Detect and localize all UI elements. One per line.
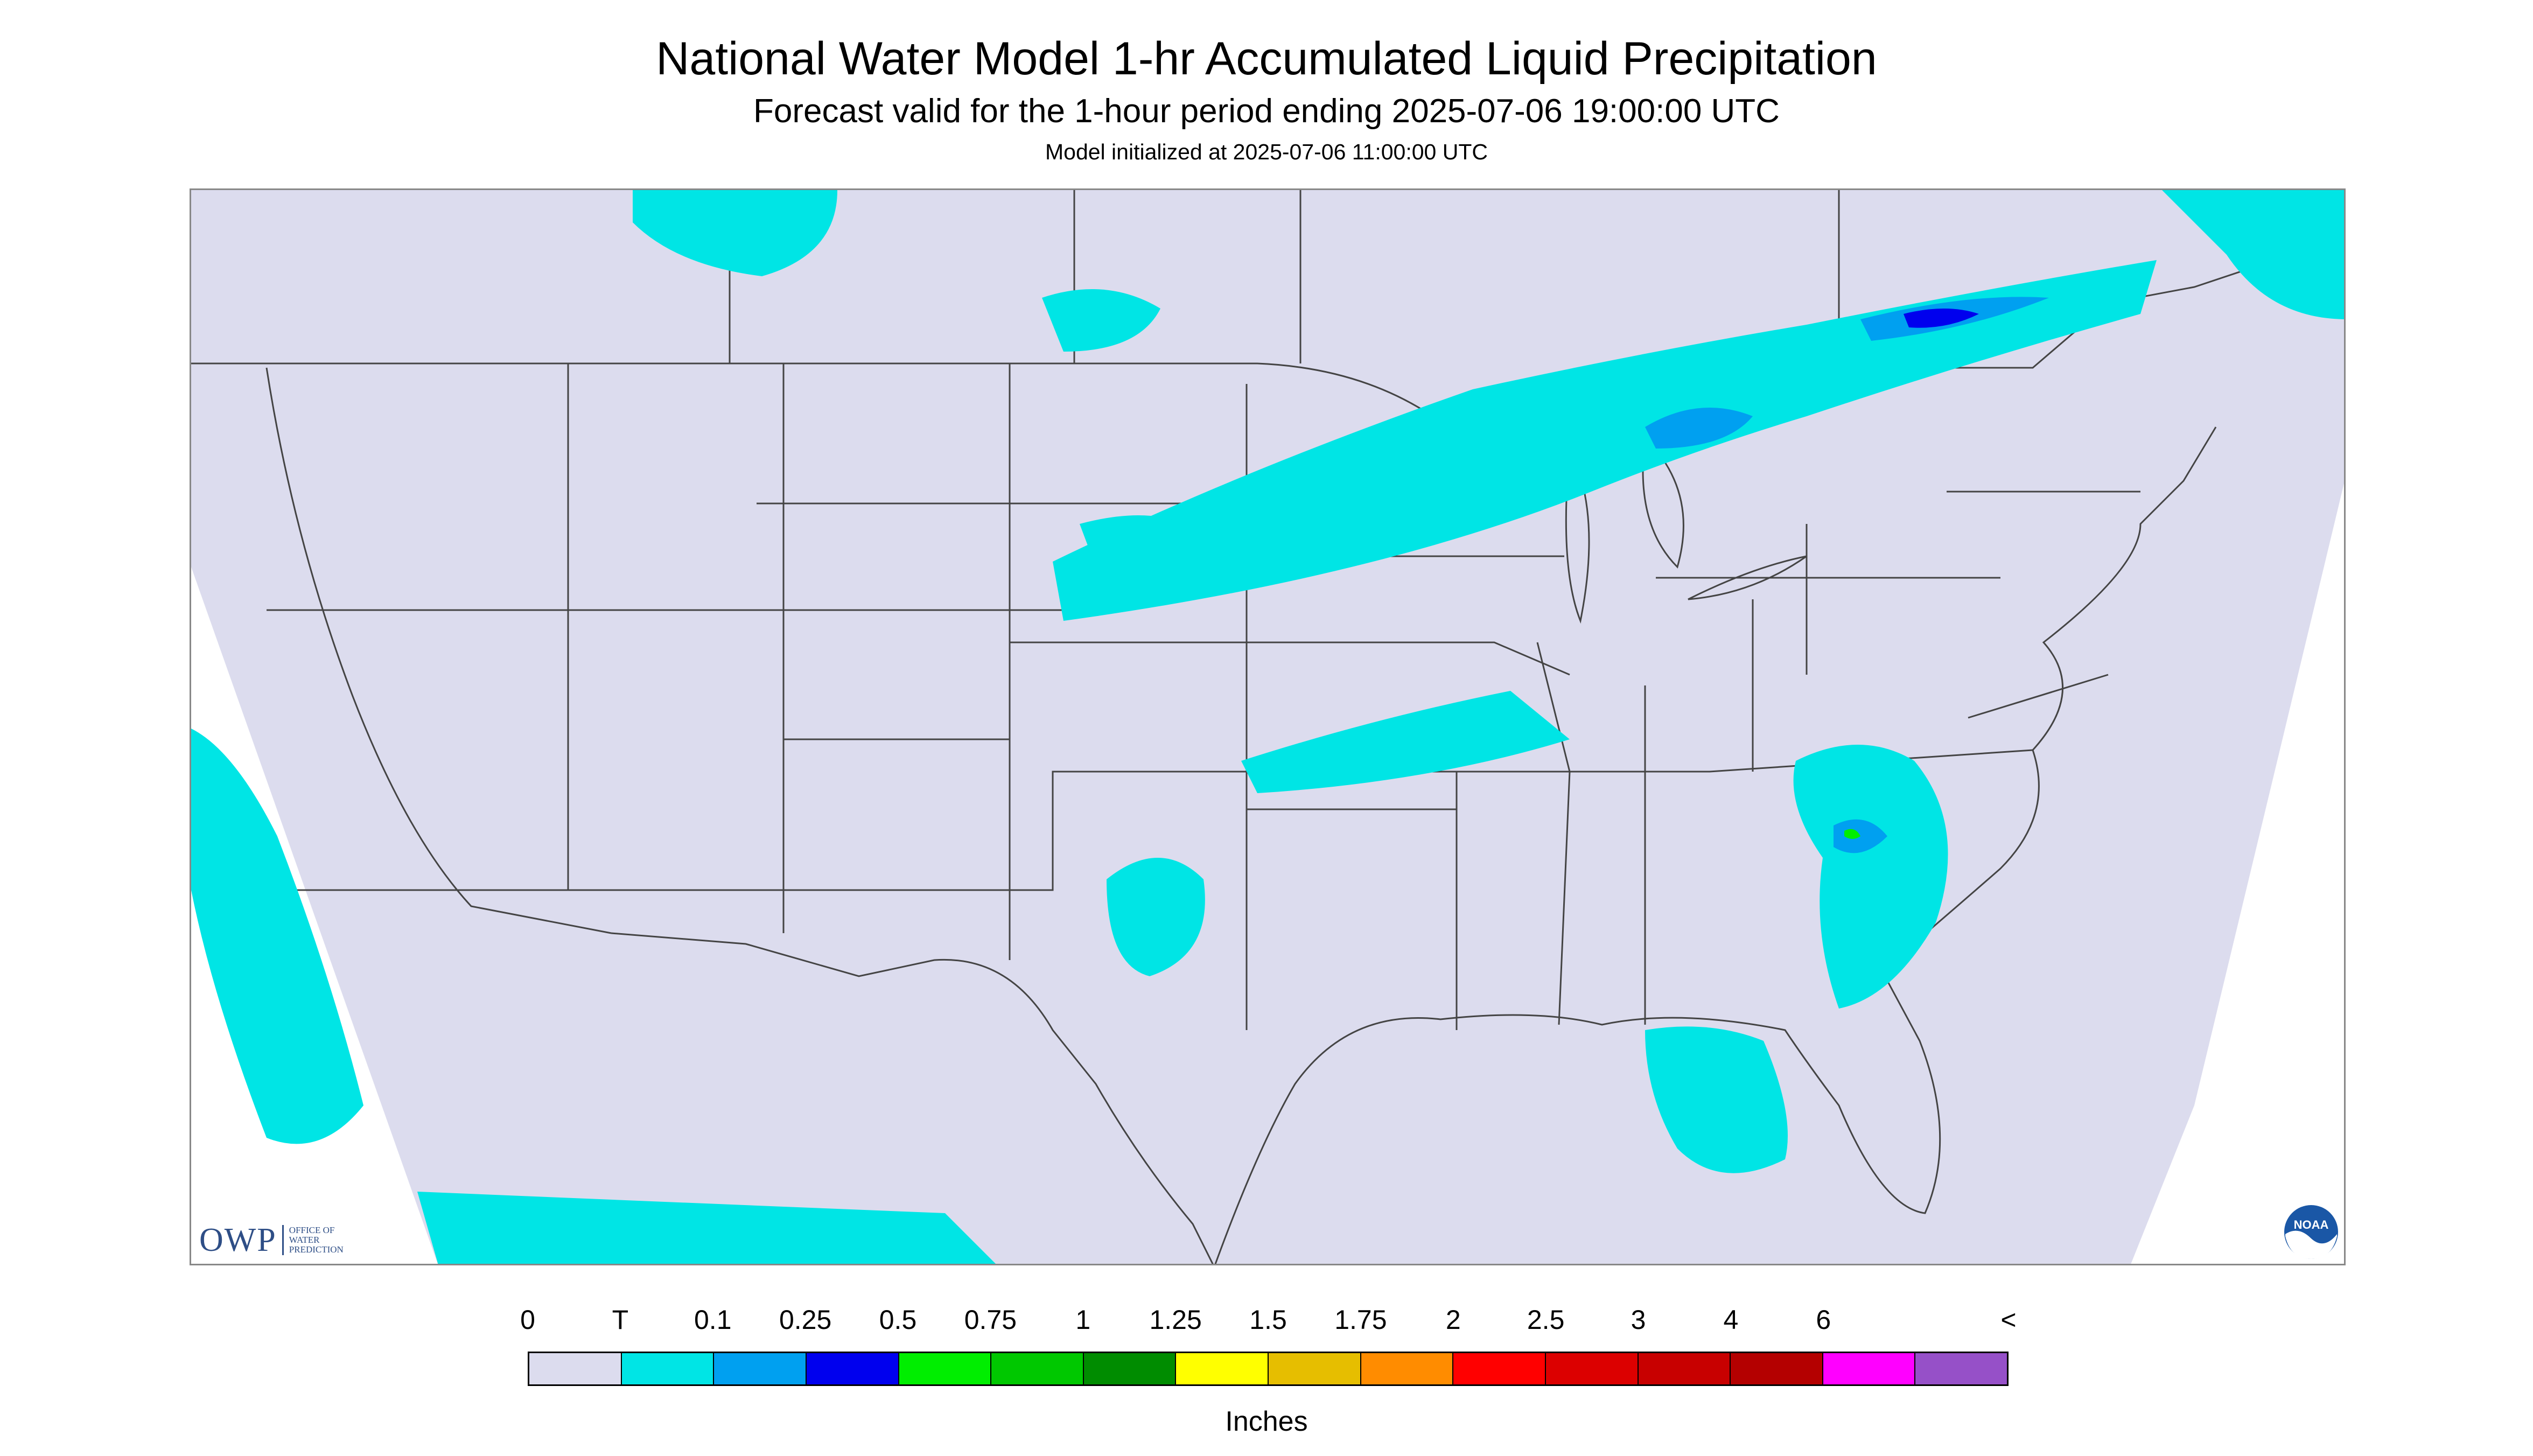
map-subtitle: Forecast valid for the 1-hour period end… — [753, 93, 1780, 130]
lake-erie — [1688, 555, 1807, 600]
legend-swatch — [806, 1353, 899, 1384]
legend-tick-label: 0.25 — [779, 1305, 832, 1335]
legend-tick-label: 1.75 — [1334, 1305, 1387, 1335]
precip-area — [417, 1192, 996, 1264]
state-boundaries — [191, 190, 2344, 1264]
legend-swatch — [1361, 1353, 1454, 1384]
state-line — [1536, 642, 1571, 1025]
legend-tick-label: 4 — [1723, 1305, 1739, 1335]
owp-logo: OWP OFFICE OF WATER PREDICTION — [199, 1221, 344, 1259]
legend-swatch — [1083, 1353, 1177, 1384]
legend-tick-label: 0.1 — [694, 1305, 732, 1335]
precip-area — [1042, 289, 1160, 352]
gulf-coast — [1214, 426, 2217, 1264]
us-mexico-border — [611, 932, 1214, 1264]
legend-swatch — [1638, 1353, 1731, 1384]
precip-area — [1844, 829, 1860, 839]
precip-area — [633, 190, 837, 276]
model-init-time: Model initialized at 2025-07-06 11:00:00… — [1045, 139, 1488, 164]
legend-swatch — [621, 1353, 715, 1384]
legend-swatch — [529, 1353, 622, 1384]
precip-area — [1241, 691, 1570, 793]
state-line — [1010, 641, 1570, 676]
legend-swatch — [1823, 1353, 1916, 1384]
west-coast — [265, 367, 612, 934]
state-line — [1968, 674, 2109, 719]
legend-swatch — [1731, 1353, 1823, 1384]
legend-tick-label: 1.25 — [1149, 1305, 1202, 1335]
precip-area — [1107, 858, 1205, 976]
legend-swatch — [1453, 1353, 1546, 1384]
legend-tick-label: 2 — [1445, 1305, 1461, 1335]
precip-area — [1904, 309, 1979, 328]
legend-tick-label: 0.5 — [879, 1305, 917, 1335]
legend-swatch — [1545, 1353, 1639, 1384]
legend-tick-label: < — [2000, 1305, 2017, 1335]
legend-tick-label: 1.5 — [1249, 1305, 1287, 1335]
map-title: National Water Model 1-hr Accumulated Li… — [656, 33, 1877, 85]
map-canvas — [191, 190, 2344, 1264]
precip-area — [1053, 260, 2157, 621]
legend-color-bar — [528, 1352, 2009, 1386]
precip-area — [191, 729, 363, 1144]
precip-area — [1645, 408, 1753, 449]
precipitation-areas — [191, 190, 2344, 1264]
lake-huron — [1642, 436, 1684, 569]
legend-swatch — [899, 1353, 992, 1384]
legend-tick-label: 0 — [520, 1305, 535, 1335]
legend-tick-labels: 0 T 0.1 0.25 0.5 0.75 1 1.25 1.5 1.75 2 2.5 3 4 6 < — [0, 1306, 2533, 1339]
precip-area — [1080, 515, 1203, 569]
legend-tick-label: T — [612, 1305, 629, 1335]
map-domain — [191, 190, 2344, 1264]
legend-swatch — [1269, 1353, 1361, 1384]
legend-tick-label: 6 — [1816, 1305, 1831, 1335]
precip-area — [2162, 190, 2344, 319]
precip-area — [1793, 745, 1948, 1009]
legend-tick-label: 1 — [1075, 1305, 1091, 1335]
noaa-logo-icon: NOAA — [2284, 1205, 2338, 1259]
noaa-logo-text: NOAA — [2294, 1218, 2329, 1231]
precip-area — [1645, 1026, 1788, 1173]
legend-tick-label: 2.5 — [1527, 1305, 1565, 1335]
legend-tick-label: 3 — [1631, 1305, 1646, 1335]
legend-swatch — [714, 1353, 807, 1384]
legend-tick-label: 0.75 — [964, 1305, 1017, 1335]
legend-swatch — [991, 1353, 1084, 1384]
owp-logo-divider — [282, 1225, 284, 1255]
owp-logo-abbr: OWP — [199, 1221, 277, 1258]
legend-swatch — [1915, 1353, 2007, 1384]
precipitation-map — [190, 188, 2346, 1265]
owp-logo-text: OFFICE OF WATER PREDICTION — [289, 1225, 344, 1255]
legend-units: Inches — [1225, 1406, 1308, 1437]
legend-swatch — [1176, 1353, 1269, 1384]
